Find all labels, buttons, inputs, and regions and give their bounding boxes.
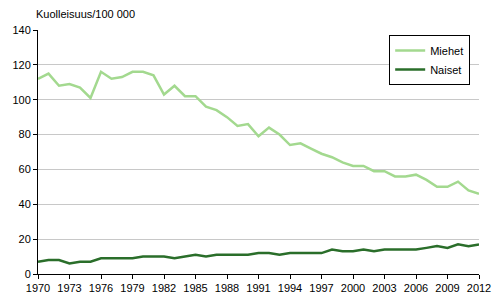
svg-text:1997: 1997 xyxy=(309,282,333,294)
svg-text:1985: 1985 xyxy=(183,282,207,294)
svg-text:1982: 1982 xyxy=(152,282,176,294)
svg-text:1970: 1970 xyxy=(26,282,50,294)
svg-text:80: 80 xyxy=(19,128,31,140)
svg-text:2012: 2012 xyxy=(467,282,491,294)
svg-text:2003: 2003 xyxy=(372,282,396,294)
svg-text:2000: 2000 xyxy=(341,282,365,294)
svg-text:1979: 1979 xyxy=(120,282,144,294)
svg-text:2009: 2009 xyxy=(435,282,459,294)
svg-text:1976: 1976 xyxy=(89,282,113,294)
svg-text:40: 40 xyxy=(19,198,31,210)
svg-text:2006: 2006 xyxy=(404,282,428,294)
svg-text:1991: 1991 xyxy=(246,282,270,294)
svg-text:Kuolleisuus/100 000: Kuolleisuus/100 000 xyxy=(36,8,135,20)
svg-text:20: 20 xyxy=(19,233,31,245)
svg-text:1973: 1973 xyxy=(57,282,81,294)
svg-text:1994: 1994 xyxy=(278,282,302,294)
svg-text:120: 120 xyxy=(12,59,30,71)
svg-text:100: 100 xyxy=(12,94,30,106)
svg-text:Miehet: Miehet xyxy=(430,45,463,57)
svg-text:Naiset: Naiset xyxy=(430,64,461,76)
svg-text:0: 0 xyxy=(25,268,31,280)
svg-text:60: 60 xyxy=(19,163,31,175)
svg-text:1988: 1988 xyxy=(215,282,239,294)
svg-text:140: 140 xyxy=(12,24,30,36)
